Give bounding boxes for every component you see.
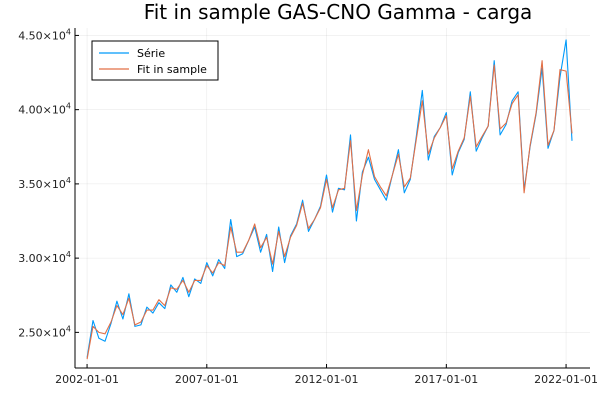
- series-lines: [86, 39, 573, 360]
- y-tick-label-0: 2.50×104: [18, 324, 71, 339]
- x-ticks: 2002-01-01 2007-01-01 2012-01-01 2017-01-01…: [55, 364, 598, 386]
- x-tick-label-1: 2007-01-01: [175, 373, 239, 386]
- y-tick-base-1: 3.00×10: [18, 252, 66, 265]
- y-tick-exponent-4: 4: [66, 27, 71, 36]
- legend-label-serie: Série: [137, 47, 165, 60]
- y-tick-exponent-3: 4: [66, 102, 71, 111]
- x-tick-label-2: 2012-01-01: [295, 373, 359, 386]
- x-tick-label-4: 2022-01-01: [534, 373, 598, 386]
- y-tick-exponent-0: 4: [66, 324, 71, 333]
- y-tick-label-1: 3.00×104: [18, 250, 71, 265]
- chart-title: Fit in sample GAS-CNO Gamma - carga: [144, 0, 533, 24]
- y-tick-exponent-1: 4: [66, 250, 71, 259]
- y-tick-base-2: 3.50×10: [18, 178, 66, 191]
- x-tick-label-0: 2002-01-01: [55, 373, 119, 386]
- y-tick-exponent-2: 4: [66, 176, 71, 185]
- axes: [74, 28, 590, 369]
- y-tick-label-4: 4.50×104: [18, 27, 71, 42]
- legend-box: [91, 40, 219, 81]
- legend-label-fit: Fit in sample: [137, 63, 207, 76]
- y-tick-label-2: 3.50×104: [18, 176, 71, 191]
- grid: [75, 28, 590, 368]
- y-tick-base-0: 2.50×10: [18, 326, 66, 339]
- y-tick-base-4: 4.50×10: [18, 29, 66, 42]
- legend: Série Fit in sample: [91, 40, 219, 81]
- y-tick-label-3: 4.00×104: [18, 102, 71, 117]
- y-tick-base-3: 4.00×10: [18, 104, 66, 117]
- x-tick-label-3: 2017-01-01: [414, 373, 478, 386]
- series-line-0: [86, 39, 573, 358]
- series-line-1: [86, 60, 573, 360]
